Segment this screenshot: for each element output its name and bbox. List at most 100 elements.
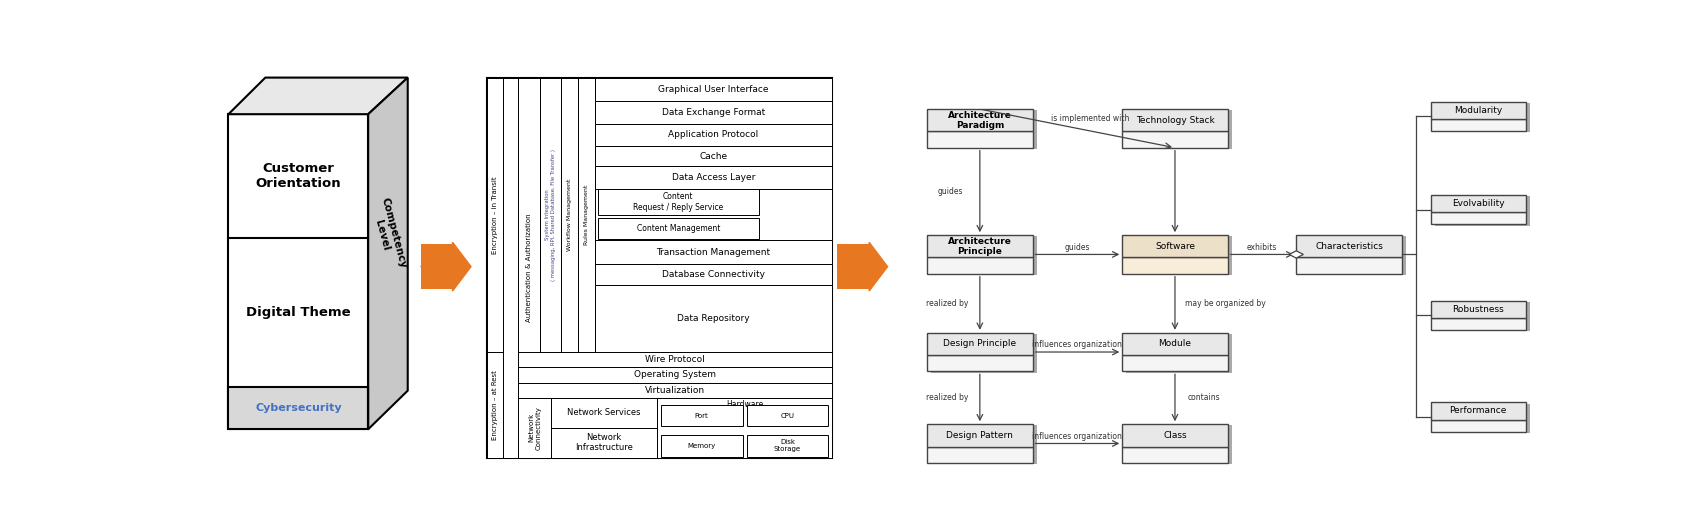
FancyBboxPatch shape <box>595 285 832 352</box>
FancyBboxPatch shape <box>1123 333 1228 355</box>
Text: exhibits: exhibits <box>1247 243 1277 252</box>
Text: Disk
Storage: Disk Storage <box>774 439 801 452</box>
FancyBboxPatch shape <box>657 398 832 458</box>
FancyBboxPatch shape <box>486 78 832 458</box>
Text: Evolvability: Evolvability <box>1453 199 1504 208</box>
FancyBboxPatch shape <box>747 436 828 457</box>
FancyBboxPatch shape <box>1434 302 1529 331</box>
Text: Characteristics: Characteristics <box>1315 242 1383 251</box>
FancyBboxPatch shape <box>228 386 367 429</box>
Text: Data Repository: Data Repository <box>677 314 750 323</box>
Text: Encryption – in Transit: Encryption – in Transit <box>492 176 498 253</box>
FancyBboxPatch shape <box>519 382 832 398</box>
FancyBboxPatch shape <box>837 244 869 289</box>
Text: Competency
Level: Competency Level <box>367 196 408 272</box>
FancyBboxPatch shape <box>503 78 519 458</box>
FancyBboxPatch shape <box>595 166 832 188</box>
Text: influences organization: influences organization <box>1033 340 1123 349</box>
Text: influences organization: influences organization <box>1033 432 1123 441</box>
FancyBboxPatch shape <box>927 333 1033 355</box>
FancyBboxPatch shape <box>1123 424 1228 447</box>
Text: Encryption – at Rest: Encryption – at Rest <box>492 370 498 440</box>
FancyArrow shape <box>837 242 888 291</box>
FancyBboxPatch shape <box>519 78 539 458</box>
FancyBboxPatch shape <box>551 428 657 458</box>
FancyBboxPatch shape <box>1431 101 1526 119</box>
FancyBboxPatch shape <box>927 131 1033 148</box>
FancyBboxPatch shape <box>930 237 1036 275</box>
Text: CPU: CPU <box>781 413 794 419</box>
Text: realized by: realized by <box>925 393 968 402</box>
FancyBboxPatch shape <box>927 258 1033 274</box>
Text: Architecture
Paradigm: Architecture Paradigm <box>947 110 1012 130</box>
FancyBboxPatch shape <box>595 78 832 101</box>
FancyBboxPatch shape <box>551 398 657 428</box>
FancyBboxPatch shape <box>595 101 832 124</box>
Text: Digital Theme: Digital Theme <box>247 306 350 319</box>
Text: may be organized by: may be organized by <box>1184 299 1266 308</box>
Text: System Integration
( messaging, RPI, Shared Database, File Transfer ): System Integration ( messaging, RPI, Sha… <box>544 149 556 281</box>
Text: Architecture
Principle: Architecture Principle <box>947 237 1012 256</box>
FancyBboxPatch shape <box>1434 403 1529 433</box>
FancyBboxPatch shape <box>1123 447 1228 463</box>
Text: Data Exchange Format: Data Exchange Format <box>662 108 765 117</box>
Text: Robustness: Robustness <box>1453 305 1504 314</box>
Text: Database Connectivity: Database Connectivity <box>662 270 765 279</box>
Text: Memory: Memory <box>687 443 716 449</box>
Text: Network Services: Network Services <box>568 408 641 417</box>
FancyBboxPatch shape <box>660 406 743 427</box>
Text: Authentication & Authorization: Authentication & Authorization <box>526 213 532 322</box>
Text: Application Protocol: Application Protocol <box>668 130 759 139</box>
Polygon shape <box>367 78 408 429</box>
Text: Rules Management: Rules Management <box>583 185 589 245</box>
Text: Class: Class <box>1163 431 1187 440</box>
FancyBboxPatch shape <box>1126 237 1232 275</box>
Text: Cybersecurity: Cybersecurity <box>255 403 342 413</box>
Text: Operating System: Operating System <box>634 371 716 380</box>
FancyBboxPatch shape <box>1431 119 1526 131</box>
FancyBboxPatch shape <box>486 78 503 352</box>
FancyBboxPatch shape <box>1123 235 1228 258</box>
Text: Hardware: Hardware <box>726 400 764 409</box>
Text: guides: guides <box>1065 243 1090 252</box>
FancyBboxPatch shape <box>930 110 1036 149</box>
Polygon shape <box>228 78 408 114</box>
Text: Content Management: Content Management <box>636 224 720 233</box>
FancyBboxPatch shape <box>1296 235 1402 258</box>
FancyBboxPatch shape <box>486 352 503 458</box>
Text: Design Principle: Design Principle <box>944 340 1017 348</box>
Text: Wire Protocol: Wire Protocol <box>645 355 706 364</box>
Polygon shape <box>1289 251 1303 258</box>
FancyBboxPatch shape <box>1431 402 1526 420</box>
FancyBboxPatch shape <box>1431 318 1526 330</box>
FancyBboxPatch shape <box>595 188 832 240</box>
Text: Network
Connectivity: Network Connectivity <box>529 406 541 449</box>
FancyBboxPatch shape <box>927 424 1033 447</box>
FancyBboxPatch shape <box>660 436 743 457</box>
FancyBboxPatch shape <box>1123 355 1228 371</box>
Text: Data Access Layer: Data Access Layer <box>672 173 755 182</box>
FancyBboxPatch shape <box>930 334 1036 373</box>
Text: Cache: Cache <box>699 152 728 161</box>
Text: contains: contains <box>1187 393 1220 402</box>
FancyBboxPatch shape <box>420 244 452 289</box>
FancyBboxPatch shape <box>1123 131 1228 148</box>
FancyBboxPatch shape <box>595 264 832 285</box>
FancyBboxPatch shape <box>747 406 828 427</box>
FancyBboxPatch shape <box>927 447 1033 463</box>
FancyBboxPatch shape <box>1431 301 1526 318</box>
FancyBboxPatch shape <box>930 426 1036 464</box>
Text: is implemented with: is implemented with <box>1051 114 1129 122</box>
Text: Transaction Management: Transaction Management <box>657 248 771 257</box>
Text: Content
Request / Reply Service: Content Request / Reply Service <box>633 192 723 212</box>
FancyBboxPatch shape <box>578 78 595 352</box>
Text: Network
Infrastructure: Network Infrastructure <box>575 433 633 452</box>
FancyBboxPatch shape <box>519 352 832 367</box>
Text: Technology Stack: Technology Stack <box>1136 116 1215 125</box>
FancyBboxPatch shape <box>1123 109 1228 131</box>
Text: Virtualization: Virtualization <box>645 385 706 394</box>
FancyBboxPatch shape <box>1126 110 1232 149</box>
FancyBboxPatch shape <box>595 124 832 146</box>
FancyBboxPatch shape <box>927 235 1033 258</box>
FancyBboxPatch shape <box>561 78 578 352</box>
